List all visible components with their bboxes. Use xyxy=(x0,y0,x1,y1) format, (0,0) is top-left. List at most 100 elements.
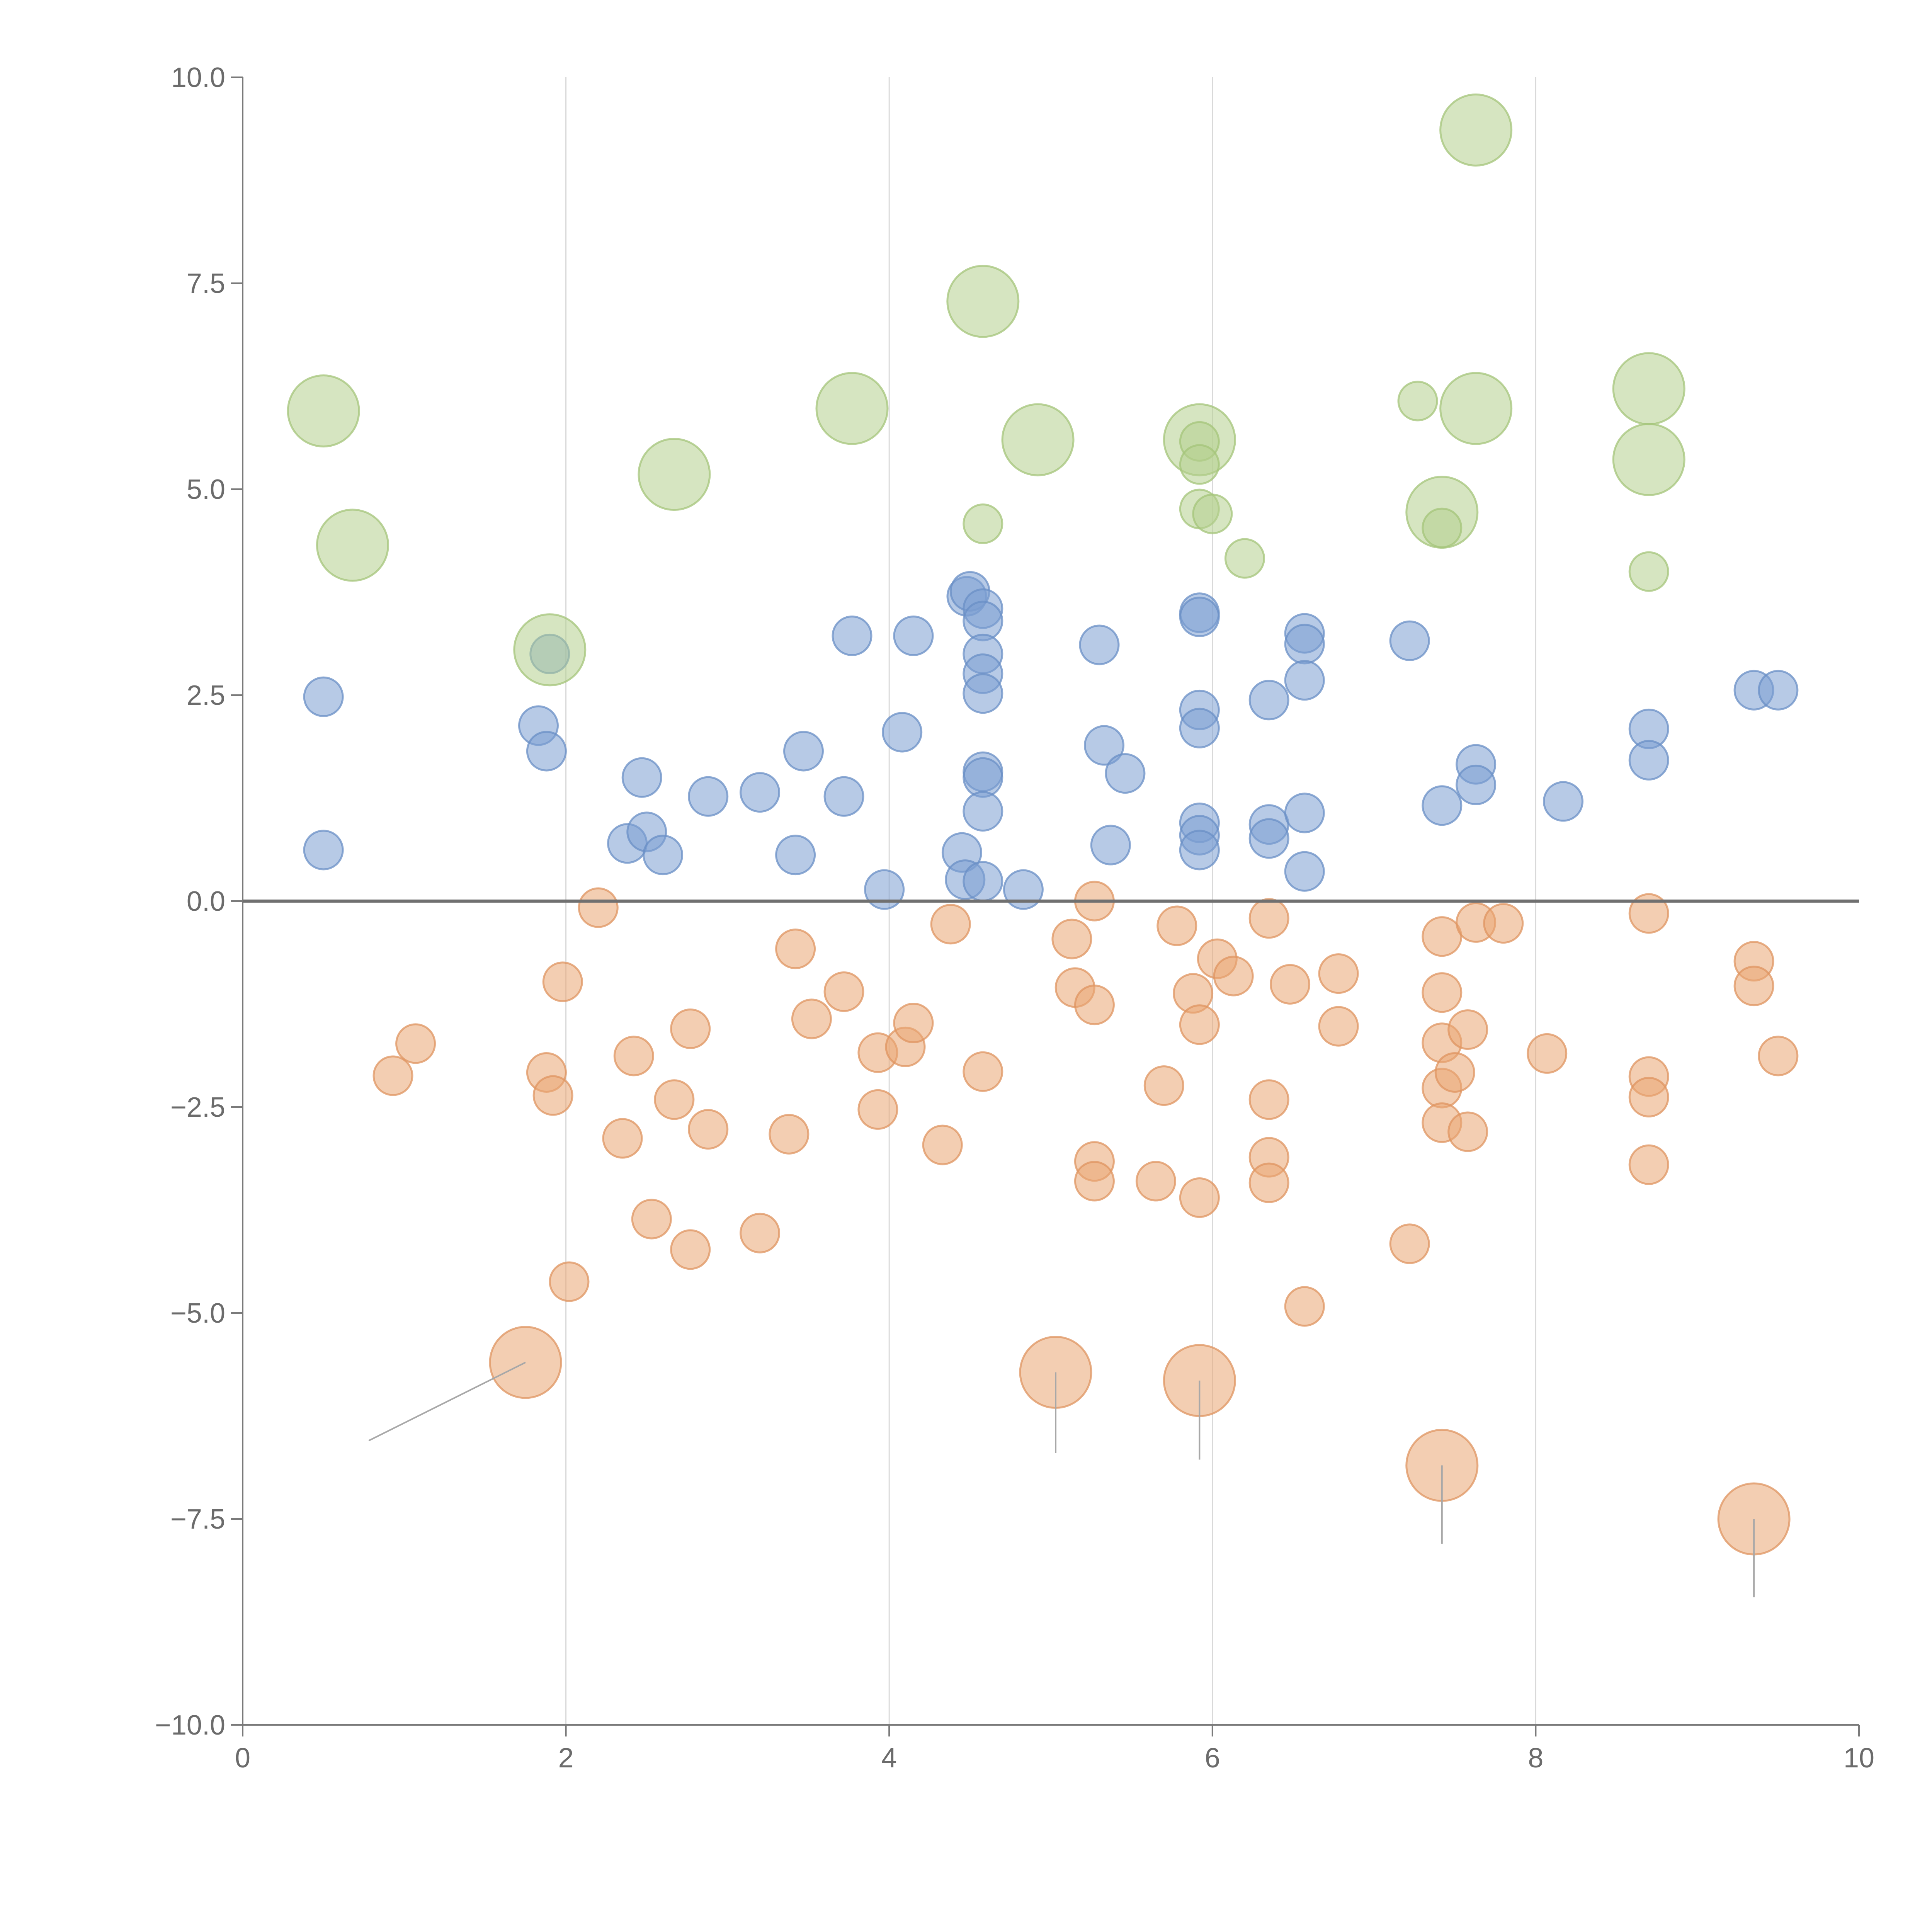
orange-bubble-56 xyxy=(1447,1111,1488,1152)
blue-bubble-51 xyxy=(1389,620,1430,661)
green-bubble-2 xyxy=(513,613,587,687)
blue-bubble-26 xyxy=(963,673,1003,714)
blue-bubble-33 xyxy=(1084,725,1125,766)
orange-bubble-26 xyxy=(1051,918,1092,959)
orange-bubble-24 xyxy=(930,904,971,945)
orange-bubble-5 xyxy=(549,1261,590,1302)
blue-bubble-11 xyxy=(775,835,816,876)
green-bubble-1 xyxy=(316,509,389,582)
orange-bubble-58 xyxy=(1483,903,1524,944)
blue-bubble-50 xyxy=(1284,851,1325,892)
orange-bubble-33 xyxy=(1143,1065,1184,1106)
blue-bubble-14 xyxy=(832,615,872,656)
blue-bubble-45 xyxy=(1248,818,1289,859)
y-tick-label: −7.5 xyxy=(170,1504,225,1535)
green-bubble-13 xyxy=(963,503,1003,544)
blue-bubble-12 xyxy=(783,731,824,772)
orange-bubble-1 xyxy=(395,1023,436,1064)
blue-bubble-31 xyxy=(1003,869,1044,910)
bubble-layer xyxy=(287,93,1799,1597)
y-tick-label: 7.5 xyxy=(187,268,225,299)
orange-bubble-29 xyxy=(1074,985,1115,1026)
x-tick-label: 4 xyxy=(881,1743,897,1774)
blue-bubble-3 xyxy=(526,731,567,772)
green-bubble-21 xyxy=(1628,551,1669,592)
green-bubble-5 xyxy=(946,265,1020,338)
orange-bubble-62 xyxy=(1628,1077,1669,1117)
blue-bubble-9 xyxy=(688,776,729,817)
green-bubble-20 xyxy=(1422,507,1463,548)
blue-bubble-16 xyxy=(882,712,923,753)
blue-bubble-17 xyxy=(893,615,934,656)
orange-bubble-32 xyxy=(1135,1161,1176,1202)
green-bubble-6 xyxy=(1001,403,1075,476)
blue-bubble-43 xyxy=(1248,680,1289,721)
y-tick-label: 0.0 xyxy=(187,886,225,917)
blue-bubble-48 xyxy=(1284,660,1325,701)
orange-bubble-55 xyxy=(1447,1009,1488,1050)
y-tick-label: 5.0 xyxy=(187,474,225,505)
orange-bubble-50 xyxy=(1422,972,1463,1013)
blue-bubble-35 xyxy=(1105,753,1146,794)
orange-bubble-10 xyxy=(654,1079,695,1120)
green-bubble-0 xyxy=(287,374,360,447)
green-bubble-15 xyxy=(1179,444,1220,485)
orange-bubble-34 xyxy=(1156,905,1197,946)
orange-bubble-9 xyxy=(631,1199,672,1240)
orange-bubble-31 xyxy=(1074,1161,1115,1202)
orange-bubble-46 xyxy=(1318,953,1359,994)
blue-bubble-55 xyxy=(1543,781,1584,822)
blue-bubble-52 xyxy=(1422,785,1463,826)
blue-bubble-57 xyxy=(1628,740,1669,781)
x-tick-label: 6 xyxy=(1205,1743,1220,1774)
blue-bubble-30 xyxy=(963,861,1003,902)
orange-bubble-14 xyxy=(740,1213,781,1253)
orange-bubble-59 xyxy=(1527,1033,1568,1074)
orange-bubble-47 xyxy=(1318,1006,1359,1047)
axis-layer: 10.0 7.5 5.0 2.5 0.0 −2.5 −5.0 −7.5 −10.0 0 2 4 6 8 10 xyxy=(155,62,1874,1774)
orange-bubble-66 xyxy=(1758,1036,1799,1077)
blue-bubble-39 xyxy=(1179,707,1220,748)
orange-bubble-25 xyxy=(963,1051,1003,1092)
green-bubble-12 xyxy=(1612,423,1685,496)
orange-bubble-63 xyxy=(1628,1144,1669,1185)
blue-bubble-47 xyxy=(1284,624,1325,665)
y-tick-label: 2.5 xyxy=(187,680,225,711)
orange-bubble-13 xyxy=(688,1109,729,1150)
blue-bubble-54 xyxy=(1456,764,1497,805)
green-bubble-9 xyxy=(1439,93,1513,167)
orange-bubble-44 xyxy=(1270,964,1311,1005)
green-bubble-18 xyxy=(1224,538,1265,579)
orange-bubble-7 xyxy=(602,1118,643,1159)
green-bubble-10 xyxy=(1439,372,1513,445)
orange-bubble-11 xyxy=(670,1008,711,1049)
blue-bubble-49 xyxy=(1284,793,1325,833)
blue-bubble-0 xyxy=(303,676,344,717)
blue-bubble-29 xyxy=(963,791,1003,832)
orange-bubble-23 xyxy=(922,1124,963,1165)
orange-bubble-49 xyxy=(1422,916,1463,957)
x-tick-label: 8 xyxy=(1528,1743,1543,1774)
orange-bubble-54 xyxy=(1434,1052,1475,1093)
orange-bubble-16 xyxy=(775,929,816,969)
blue-bubble-32 xyxy=(1079,624,1120,665)
orange-bubble-19 xyxy=(857,1089,898,1130)
y-tick-label: −10.0 xyxy=(155,1710,225,1741)
orange-bubble-39 xyxy=(1213,956,1254,997)
blue-bubble-34 xyxy=(1090,825,1131,866)
orange-bubble-0 xyxy=(372,1055,413,1096)
orange-bubble-43 xyxy=(1248,1162,1289,1203)
orange-bubble-8 xyxy=(613,1036,654,1077)
orange-bubble-4 xyxy=(542,961,583,1002)
orange-bubble-40 xyxy=(1248,898,1289,939)
blue-bubble-13 xyxy=(823,776,864,817)
orange-bubble-41 xyxy=(1248,1079,1289,1120)
blue-bubble-42 xyxy=(1179,830,1220,871)
orange-bubble-17 xyxy=(791,998,832,1039)
x-tick-label: 0 xyxy=(235,1743,250,1774)
orange-bubble-48 xyxy=(1389,1223,1430,1264)
orange-bubble-18 xyxy=(823,971,864,1012)
orange-bubble-36 xyxy=(1179,1004,1220,1045)
orange-bubble-3 xyxy=(532,1075,573,1116)
